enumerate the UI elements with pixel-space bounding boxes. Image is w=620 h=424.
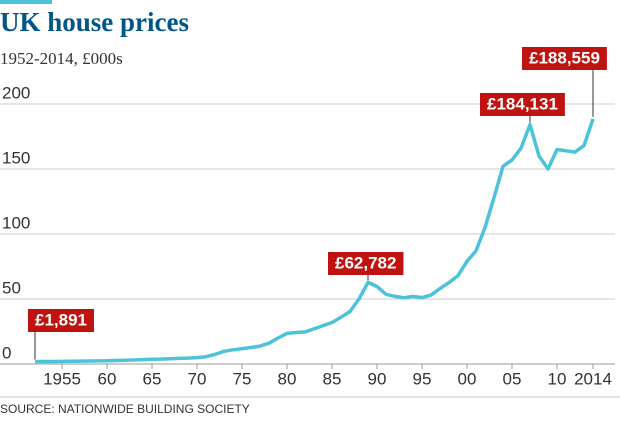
x-tick-label: 80 bbox=[278, 369, 297, 388]
y-tick-label: 200 bbox=[2, 83, 30, 102]
value-label: £188,559 bbox=[529, 48, 600, 67]
label-box bbox=[522, 47, 607, 70]
label-box bbox=[328, 252, 404, 275]
price-line bbox=[35, 118, 595, 364]
label-box bbox=[28, 309, 94, 332]
x-tick-label: 2014 bbox=[574, 369, 612, 388]
label-box bbox=[480, 93, 565, 116]
source: SOURCE: NATIONWIDE BUILDING SOCIETY bbox=[0, 402, 250, 416]
y-tick-label: 150 bbox=[2, 148, 30, 167]
x-tick-label: 95 bbox=[413, 369, 432, 388]
accent-bar bbox=[0, 0, 52, 4]
y-tick-label: 100 bbox=[2, 213, 30, 232]
x-tick-label: 65 bbox=[143, 369, 162, 388]
x-tick-label: 1955 bbox=[43, 369, 81, 388]
x-tick-label: 75 bbox=[233, 369, 252, 388]
x-tick-label: 05 bbox=[503, 369, 522, 388]
y-tick-label: 50 bbox=[2, 278, 21, 297]
x-tick-label: 60 bbox=[98, 369, 117, 388]
x-tick-label: 00 bbox=[458, 369, 477, 388]
chart-subtitle: 1952-2014, £000s bbox=[0, 49, 123, 68]
x-tick-label: 10 bbox=[548, 369, 567, 388]
x-tick-label: 70 bbox=[188, 369, 207, 388]
y-tick-label: 0 bbox=[2, 343, 11, 362]
chart-title: UK house prices bbox=[0, 7, 189, 37]
x-tick-label: 90 bbox=[368, 369, 387, 388]
x-tick-label: 85 bbox=[323, 369, 342, 388]
value-label: £62,782 bbox=[335, 253, 396, 272]
value-label: £184,131 bbox=[487, 94, 558, 113]
value-label: £1,891 bbox=[35, 310, 87, 329]
